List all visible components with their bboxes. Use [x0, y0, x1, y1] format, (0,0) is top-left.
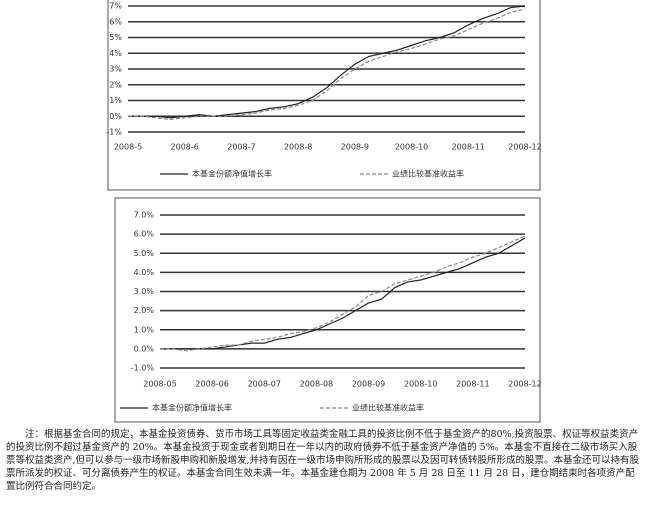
- y-tick-label: 6.0%: [134, 230, 155, 239]
- y-tick-label: 4.0%: [134, 268, 155, 277]
- y-tick-label: 1.0%: [134, 325, 155, 334]
- y-tick-label: -1%: [106, 128, 122, 137]
- legend-label: 本基金份额净值增长率: [152, 403, 232, 413]
- y-tick-label: 3.0%: [134, 287, 155, 296]
- x-tick-label: 2008-05: [143, 380, 176, 389]
- y-tick-label: 0.0%: [134, 344, 155, 353]
- chart-frame: [107, 0, 541, 191]
- y-tick-label: 5.0%: [134, 249, 155, 258]
- legend-label: 本基金份额净值增长率: [192, 169, 272, 179]
- y-tick-label: 2.0%: [134, 306, 155, 315]
- x-tick-label: 2008-06: [195, 380, 228, 389]
- x-tick-label: 2008-08: [300, 380, 333, 389]
- x-tick-label: 2008-12: [508, 143, 541, 152]
- y-tick-label: -1.0%: [131, 364, 155, 373]
- x-tick-label: 2008-7: [227, 143, 255, 152]
- x-tick-label: 2008-10: [404, 380, 437, 389]
- series-line: [128, 8, 526, 121]
- y-tick-label: 0%: [109, 112, 122, 121]
- series-line: [160, 235, 526, 352]
- x-tick-label: 2008-11: [456, 380, 489, 389]
- y-tick-label: 6%: [109, 17, 122, 26]
- x-tick-label: 2008-9: [341, 143, 369, 152]
- x-tick-label: 2008-11: [452, 143, 485, 152]
- chart-frame: [114, 197, 541, 423]
- x-tick-label: 2008-09: [352, 380, 385, 389]
- x-tick-label: 2008-12: [508, 380, 541, 389]
- y-tick-label: 3%: [109, 65, 122, 74]
- series-line: [128, 5, 526, 119]
- series-line: [160, 237, 526, 350]
- y-tick-label: 7%: [109, 2, 122, 11]
- x-tick-label: 2008-8: [284, 143, 312, 152]
- legend-label: 业绩比较基准收益率: [392, 169, 464, 179]
- y-tick-label: 5%: [109, 33, 122, 42]
- y-tick-label: 2%: [109, 80, 122, 89]
- note: 注：根据基金合同的规定，本基金投资债券、货币市场工具等固定收益类金融工具的投资比…: [6, 429, 640, 492]
- x-tick-label: 2008-5: [114, 143, 142, 152]
- y-tick-label: 7.0%: [134, 211, 155, 220]
- y-tick-label: 1%: [109, 96, 122, 105]
- y-tick-label: 4%: [109, 49, 122, 58]
- x-tick-label: 2008-6: [171, 143, 199, 152]
- x-tick-label: 2008-07: [248, 380, 281, 389]
- charts: -1% 0% 1% 2% 3% 4% 5% 6% 7% 2008-5 2008-6 2008-7 200…: [106, 0, 542, 423]
- legend-label: 业绩比较基准收益率: [352, 403, 424, 413]
- x-tick-label: 2008-10: [395, 143, 428, 152]
